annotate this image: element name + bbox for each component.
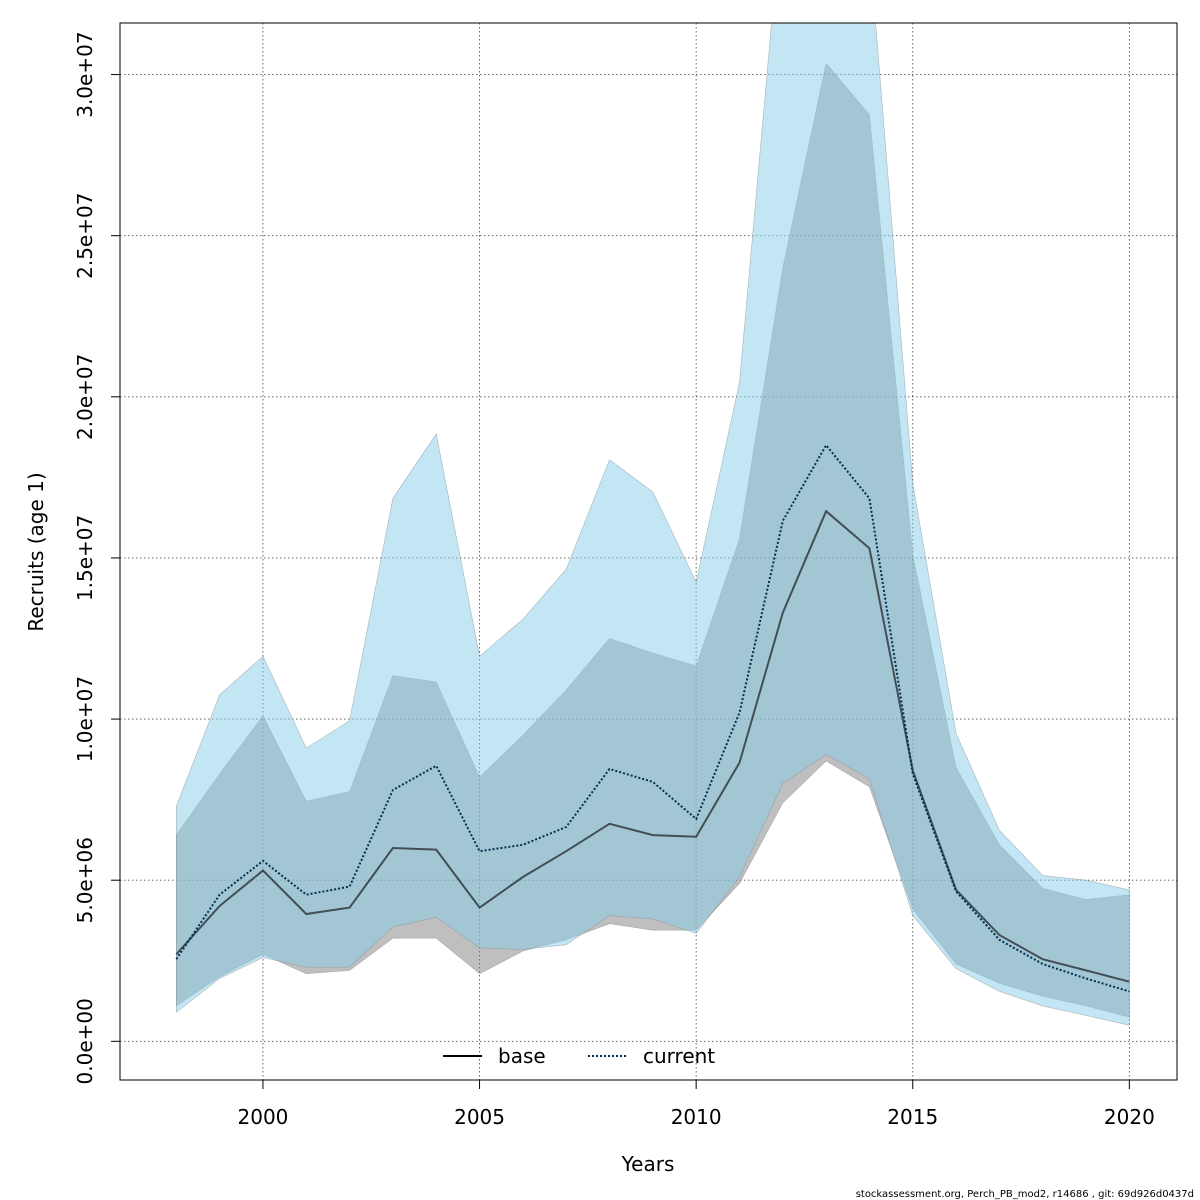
- legend-label-base: base: [498, 1044, 546, 1068]
- footer-caption: stockassessment.org, Perch_PB_mod2, r146…: [856, 1189, 1194, 1200]
- x-tick-label: 2015: [887, 1105, 938, 1129]
- y-tick-label: 2.0e+07: [73, 354, 97, 440]
- x-tick-label: 2010: [671, 1105, 722, 1129]
- plot-frame: [119, 22, 1178, 1081]
- confidence-bands: [176, 23, 1130, 1026]
- x-tick-label: 2000: [238, 1105, 289, 1129]
- x-axis-title: Years: [621, 1152, 675, 1176]
- legend-label-current: current: [643, 1044, 715, 1068]
- axes: 2000 2005 2010 2015 2020 0.0e+00 5.0e+06 1.0e+0…: [73, 31, 1155, 1129]
- band-current: [176, 23, 1130, 1026]
- y-tick-label: 2.5e+07: [73, 193, 97, 279]
- y-tick-label: 1.0e+07: [73, 676, 97, 762]
- y-tick-label: 1.5e+07: [73, 515, 97, 601]
- y-tick-label: 5.0e+06: [73, 837, 97, 923]
- x-tick-label: 2020: [1104, 1105, 1155, 1129]
- y-tick-label: 3.0e+07: [73, 31, 97, 117]
- series-lines: [175, 443, 1130, 993]
- y-tick-label: 0.0e+00: [73, 998, 97, 1084]
- y-axis-title: Recruits (age 1): [24, 472, 48, 631]
- x-tick-label: 2005: [454, 1105, 505, 1129]
- legend: base current: [443, 1044, 715, 1068]
- line-current: [175, 443, 1130, 993]
- line-base: [175, 509, 1130, 983]
